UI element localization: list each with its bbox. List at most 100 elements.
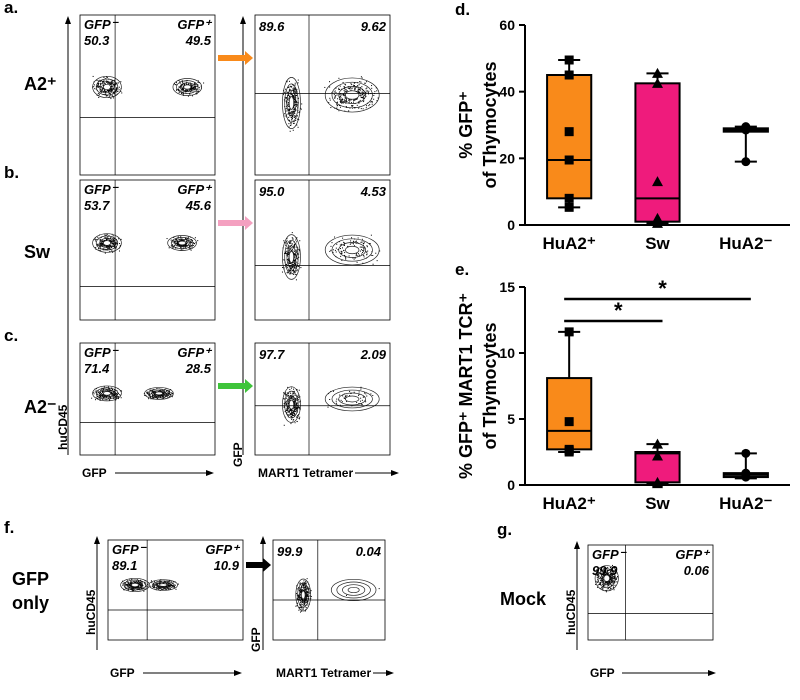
event-dot [294, 91, 296, 93]
contour [338, 392, 367, 406]
event-dot [290, 242, 292, 244]
event-dot [112, 394, 114, 396]
event-dot [345, 102, 347, 104]
event-dot [364, 247, 366, 249]
event-dot [612, 577, 614, 579]
axis-label: MART1 Tetramer [276, 666, 371, 680]
event-dot [306, 601, 308, 603]
event-dot [153, 393, 155, 395]
event-dot [198, 88, 200, 90]
event-dot [290, 268, 292, 270]
contour [282, 386, 301, 423]
event-dot [158, 395, 160, 397]
event-dot [365, 88, 367, 90]
event-dot [182, 239, 184, 241]
event-dot [289, 392, 291, 394]
event-dot [191, 245, 193, 247]
event-dot [285, 248, 287, 250]
event-dot [345, 105, 347, 107]
event-dot [295, 397, 297, 399]
event-dot [291, 237, 293, 239]
event-dot [101, 243, 103, 245]
event-dot [142, 585, 144, 587]
event-dot [357, 91, 359, 93]
event-dot [137, 581, 139, 583]
event-dot [139, 581, 141, 583]
event-dot [174, 244, 176, 246]
event-dot [363, 248, 365, 250]
event-dot [288, 259, 290, 261]
event-dot [340, 252, 342, 254]
y-tick-label: 15 [499, 279, 515, 295]
event-dot [289, 270, 291, 272]
event-dot [152, 389, 154, 391]
gate-label: GFP⁺ [177, 182, 213, 197]
event-dot [351, 88, 353, 90]
event-dot [304, 595, 306, 597]
event-dot [186, 83, 188, 85]
event-dot [287, 267, 289, 269]
event-dot [293, 253, 295, 255]
event-dot [343, 250, 345, 252]
event-dot [281, 271, 283, 273]
event-dot [299, 611, 301, 613]
event-dot [606, 571, 608, 573]
event-dot [608, 580, 610, 582]
event-dot [178, 86, 180, 88]
event-dot [174, 242, 176, 244]
event-dot [185, 246, 187, 248]
event-dot [101, 389, 103, 391]
event-dot [362, 244, 364, 246]
event-dot [286, 238, 288, 240]
event-dot [366, 245, 368, 247]
event-dot [375, 87, 377, 89]
event-dot [305, 591, 307, 593]
event-dot [162, 589, 164, 591]
event-dot [603, 570, 605, 572]
event-dot [287, 399, 289, 401]
event-dot [292, 237, 294, 239]
event-dot [296, 115, 298, 117]
event-dot [602, 571, 604, 573]
event-dot [111, 387, 113, 389]
event-dot [167, 580, 169, 582]
event-dot [301, 606, 303, 608]
event-dot [612, 580, 614, 582]
event-dot [186, 241, 188, 243]
event-dot [190, 84, 192, 86]
event-dot [97, 236, 99, 238]
event-dot [362, 97, 364, 99]
event-dot [180, 240, 182, 242]
event-dot [182, 245, 184, 247]
event-dot [172, 247, 174, 249]
event-dot [303, 580, 305, 582]
event-dot [290, 94, 292, 96]
event-dot [300, 604, 302, 606]
event-dot [129, 586, 131, 588]
event-dot [300, 108, 302, 110]
event-dot [284, 244, 286, 246]
contour [147, 388, 171, 399]
event-dot [289, 409, 291, 411]
event-dot [606, 585, 608, 587]
event-dot [111, 391, 113, 393]
event-dot [104, 93, 106, 95]
event-dot [148, 398, 150, 400]
event-dot [119, 243, 121, 245]
event-dot [288, 126, 290, 128]
event-dot [609, 569, 611, 571]
event-dot [100, 244, 102, 246]
event-dot [356, 97, 358, 99]
event-dot [190, 87, 192, 89]
event-dot [110, 87, 112, 89]
gate-value: 0.06 [684, 563, 710, 578]
event-dot [289, 265, 291, 267]
event-dot [171, 392, 173, 394]
contour [324, 77, 380, 113]
event-dot [184, 238, 186, 240]
event-dot [291, 418, 293, 420]
event-dot [140, 584, 142, 586]
event-dot [152, 392, 154, 394]
event-dot [599, 569, 601, 571]
event-dot [294, 97, 296, 99]
